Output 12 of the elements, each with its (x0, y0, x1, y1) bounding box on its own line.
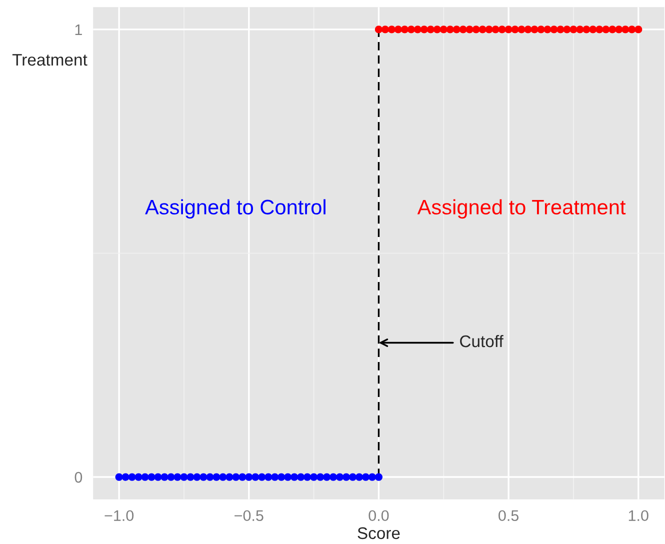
x-tick-label: 0.5 (498, 510, 519, 522)
x-tick-label: −0.5 (234, 510, 264, 522)
annotation: Assigned to Treatment (417, 199, 626, 219)
y-tick-label: 1 (75, 24, 82, 35)
x-axis-title: Score (358, 527, 400, 540)
x-tick-label: −1.0 (104, 510, 134, 522)
y-axis-title: Treatment (12, 54, 88, 66)
y-tick-label: 0 (74, 472, 82, 483)
annotation: Assigned to Control (145, 199, 326, 219)
x-tick-label: 0.0 (368, 510, 389, 522)
x-tick-label: 1.0 (628, 510, 648, 522)
annotation: Cutoff (460, 334, 504, 348)
